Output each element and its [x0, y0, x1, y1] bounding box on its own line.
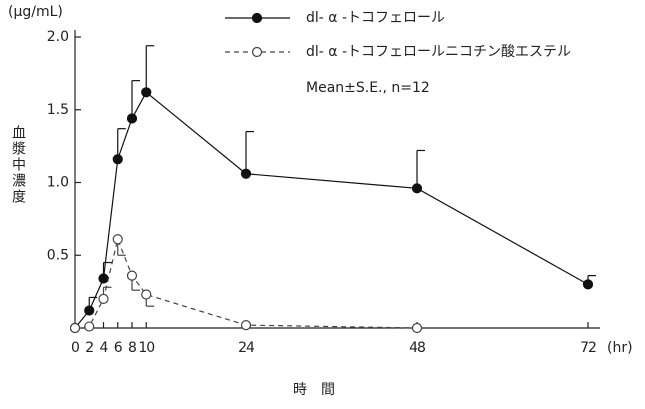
data-point	[141, 289, 152, 300]
data-point	[411, 183, 423, 194]
y-axis-label: 血漿中濃度	[10, 125, 26, 205]
x-tick-label: 10	[138, 340, 154, 356]
data-point	[240, 319, 252, 331]
data-point	[98, 293, 109, 304]
x-tick-label: 8	[128, 340, 136, 356]
data-point	[582, 279, 594, 290]
data-point	[411, 322, 423, 334]
x-tick-label: 2	[85, 340, 93, 356]
data-point	[126, 113, 138, 124]
legend-marker	[251, 46, 263, 58]
x-tick-label: 48	[409, 340, 425, 356]
data-point	[240, 168, 252, 179]
x-tick-label: 6	[114, 340, 123, 356]
annotation: Mean±S.E., n=12	[306, 80, 430, 96]
x-tick-label: 72	[580, 340, 596, 356]
series-line	[74, 91, 589, 329]
data-point	[112, 154, 123, 165]
data-point	[126, 270, 138, 281]
y-tick-label: 0.5	[47, 247, 69, 263]
data-point	[84, 305, 95, 316]
legend-marker	[251, 12, 263, 24]
data-point	[69, 322, 81, 334]
x-unit: (hr)	[607, 340, 633, 356]
y-unit: (μg/mL)	[8, 4, 63, 20]
x-tick-label: 24	[238, 340, 255, 356]
x-tick-label: 4	[100, 340, 109, 356]
data-point	[141, 87, 152, 98]
x-tick-label: 0	[71, 340, 79, 356]
y-tick-label: 1.5	[47, 102, 69, 118]
series-line	[74, 237, 418, 329]
legend-label: dl- α -トコフェロール	[306, 10, 445, 26]
y-tick-label: 1.0	[47, 175, 69, 191]
x-axis-label: 時 間	[293, 382, 335, 398]
data-point	[98, 273, 109, 284]
data-point	[112, 234, 123, 245]
data-point	[84, 321, 95, 332]
y-tick-label: 2.0	[47, 29, 69, 45]
legend-label: dl- α -トコフェロールニコチン酸エステル	[306, 44, 571, 60]
